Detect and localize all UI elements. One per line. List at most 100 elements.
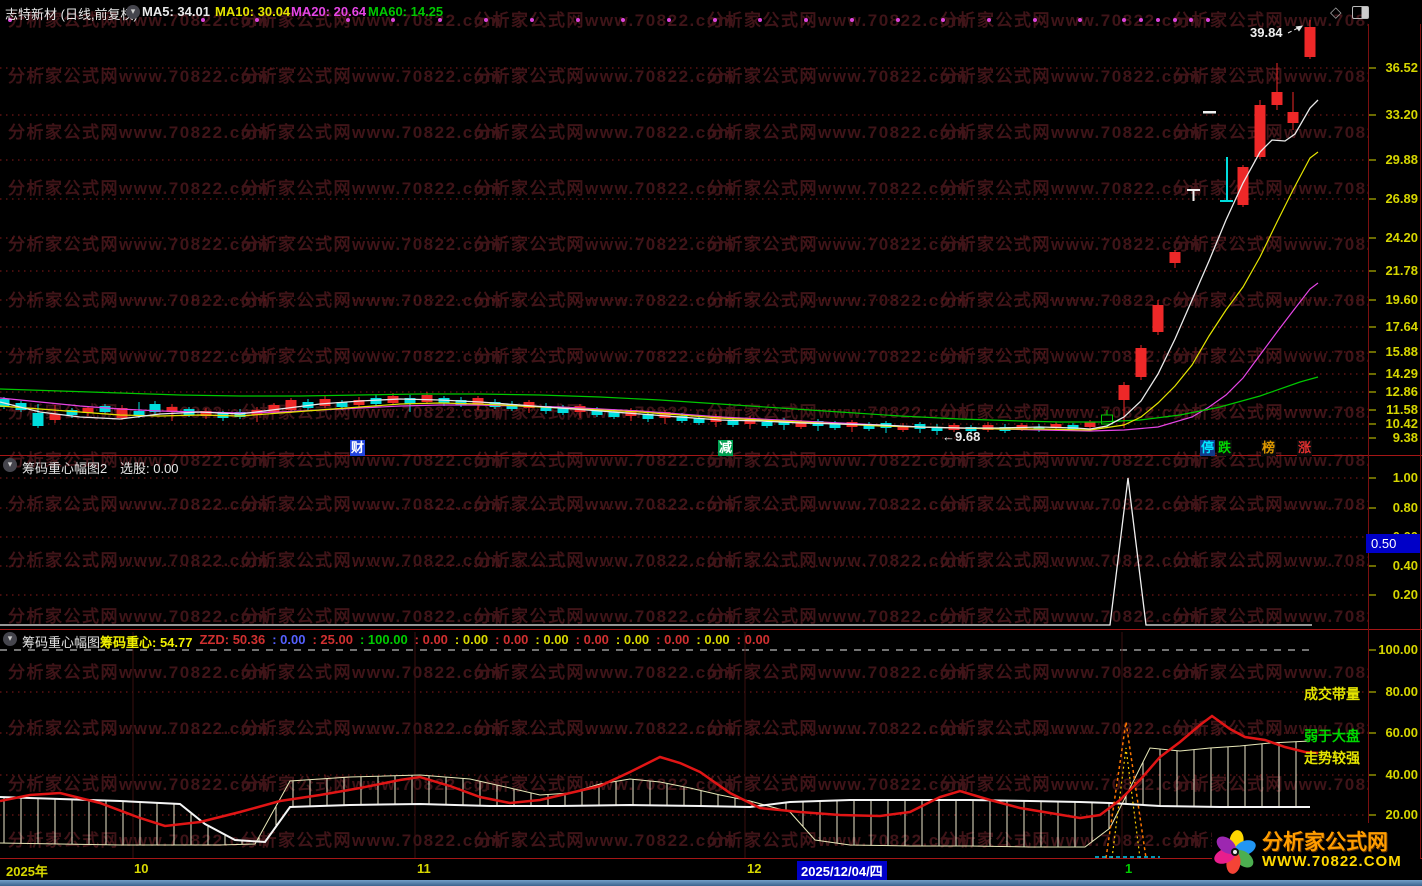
watermark-text: 分析家公式网www.70822.com [940,67,1202,86]
axis-label: 9.38 [1392,430,1418,445]
watermark-text: 分析家公式网www.70822.com [8,551,270,570]
watermark-text: 分析家公式网www.70822.com [707,719,969,738]
indicator-value: : 100.00 [359,632,408,647]
axis-label: 14.29 [1385,366,1418,381]
axis-label: 21.78 [1385,263,1418,278]
watermark-text: 分析家公式网www.70822.com [940,607,1202,626]
date-label: 11 [417,861,431,876]
watermark-text: 分析家公式网www.70822.com [707,235,969,254]
watermark-text: 分析家公式网www.70822.com [474,11,736,30]
indicator-value: 筹码重心: 54.77 [100,635,193,650]
watermark-text: 分析家公式网www.70822.com [474,719,736,738]
axis-label: 26.89 [1385,191,1418,206]
market-badge-涨[interactable]: 涨 [1297,440,1313,456]
diamond-icon[interactable]: ◇ [1330,4,1342,21]
axis-label: 0.80 [1392,500,1418,515]
watermark-text: 分析家公式网www.70822.com [940,403,1202,422]
watermark-text: 分析家公式网www.70822.com [1173,551,1368,570]
watermark-text: 分析家公式网www.70822.com [474,663,736,682]
market-badge-停[interactable]: 停 [1200,440,1216,456]
axis-label: 11.58 [1386,402,1418,417]
watermark-text: 分析家公式网www.70822.com [241,291,503,310]
market-badge-财[interactable]: 财 [350,440,366,456]
high-price-marker: 39.84 [1250,25,1283,40]
watermark-text: 分析家公式网www.70822.com [8,663,270,682]
watermark-text: 分析家公式网www.70822.com [707,775,969,794]
axis-label: 12.86 [1385,384,1418,399]
indicator-value: : 0.00 [736,632,770,647]
watermark-text: 分析家公式网www.70822.com [474,291,736,310]
axis-label: 17.64 [1385,319,1418,334]
watermark-text: 分析家公式网www.70822.com [474,235,736,254]
date-label: 12 [747,861,762,876]
watermark-text: 分析家公式网www.70822.com [940,495,1202,514]
axis-label: 24.20 [1385,230,1418,245]
panel2-collapse-icon[interactable]: ▾ [3,458,17,472]
indicator-values-row: 筹码重心: 54.77 ZZD: 50.36: 0.00: 25.00: 100.… [100,632,770,651]
watermark-text: 分析家公式网www.70822.com [1173,403,1368,422]
watermark-text: 分析家公式网www.70822.com [1173,179,1368,198]
indicator-value: : 0.00 [454,632,489,647]
watermark-text: 分析家公式网www.70822.com [940,551,1202,570]
watermark-text: 分析家公式网www.70822.com [1173,607,1368,626]
axis-label: 0.40 [1392,558,1418,573]
window-icon[interactable] [1352,6,1369,19]
axis-label: 36.52 [1385,60,1418,75]
low-price-marker: ←9.68 [942,429,981,444]
panel3-title: 筹码重心幅图 [22,635,101,650]
high-arrow [1287,25,1303,34]
stock-dropdown-icon[interactable]: ▾ [126,5,140,19]
watermark-text: 分析家公式网www.70822.com [241,607,503,626]
watermark-text: 分析家公式网www.70822.com [241,719,503,738]
logo-site-url: WWW.70822.COM [1262,853,1402,871]
watermark-text: 分析家公式网www.70822.com [1173,663,1368,682]
axis-label: 20.00 [1385,807,1418,822]
watermark-text: 分析家公式网www.70822.com [474,123,736,142]
watermark-text: 分析家公式网www.70822.com [707,67,969,86]
watermark-text: 分析家公式网www.70822.com [707,11,969,30]
watermark-text: 分析家公式网www.70822.com [241,663,503,682]
axis-label: 15.88 [1385,344,1418,359]
market-badge-榜[interactable]: 榜 [1261,440,1277,456]
watermark-text: 分析家公式网www.70822.com [8,775,270,794]
ma-label: MA20: 20.64 [291,4,367,19]
date-label: 1 [1125,861,1133,876]
watermark-text: 分析家公式网www.70822.com [241,179,503,198]
watermark-text: 分析家公式网www.70822.com [241,551,503,570]
axis-label: 100.00 [1378,642,1418,657]
watermark-text: 分析家公式网www.70822.com [8,291,270,310]
watermark-text: 分析家公式网www.70822.com [707,551,969,570]
watermark-text: 分析家公式网www.70822.com [1173,235,1368,254]
indicator-value: : 0.00 [656,632,690,647]
watermark-text: 分析家公式网www.70822.com [940,11,1202,30]
watermark-text: 分析家公式网www.70822.com [1173,291,1368,310]
frame [0,24,1422,880]
date-label: 10 [134,861,149,876]
ma-label: MA60: 14.25 [368,4,444,19]
signal-dots [8,18,1210,22]
watermark-text: 分析家公式网www.70822.com [241,495,503,514]
watermark-text: 分析家公式网www.70822.com [940,775,1202,794]
ma-lines [0,99,1319,432]
panel2-title: 筹码重心幅图2 [22,461,108,476]
axis-ticks [1369,67,1376,816]
indicator-value-badge: 0.50 [1366,534,1420,553]
watermark-text: 分析家公式网www.70822.com [8,67,270,86]
watermark-text: 分析家公式网www.70822.com [241,347,503,366]
watermark-text: 分析家公式网www.70822.com [1173,775,1368,794]
indicator-value: : 0.00 [696,632,730,647]
market-badge-减[interactable]: 减 [718,440,734,456]
watermark-text: 分析家公式网www.70822.com [8,179,270,198]
indicator-value: : 0.00 [535,632,569,647]
axis-label: 60.00 [1385,725,1418,740]
watermark-text: 分析家公式网www.70822.com [474,67,736,86]
market-badge-跌[interactable]: 跌 [1217,440,1233,456]
indicator-value: ZZD: 50.36 [199,632,266,647]
watermark-text: 分析家公式网www.70822.com [940,123,1202,142]
panel3-collapse-icon[interactable]: ▾ [3,632,17,646]
watermark-text: 分析家公式网www.70822.com [707,179,969,198]
watermark-text: 分析家公式网www.70822.com [940,179,1202,198]
site-logo[interactable]: 分析家公式网 WWW.70822.COM [1212,823,1420,879]
watermark-text: 分析家公式网www.70822.com [8,607,270,626]
